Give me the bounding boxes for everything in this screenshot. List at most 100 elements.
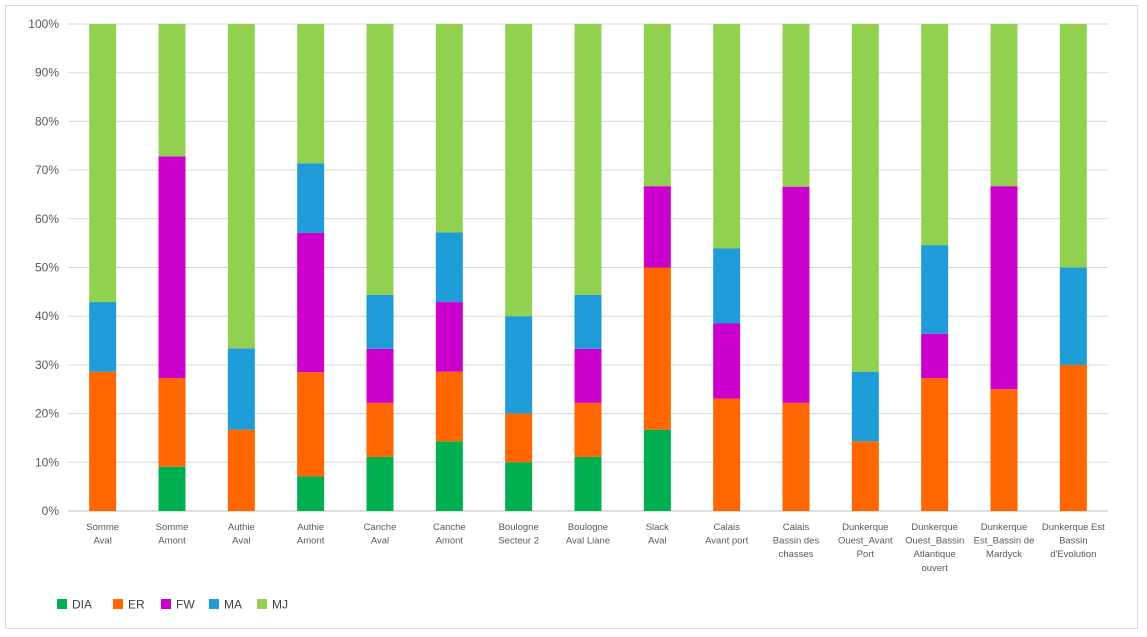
chart-frame (5, 5, 1138, 629)
legend: DIA ER FW MA MJ (57, 598, 288, 612)
y-tick-label: 50% (35, 261, 59, 275)
bar-segment-dia (297, 476, 325, 511)
bar-segment-fw (297, 232, 325, 373)
bar-segment-mj (782, 24, 810, 187)
x-category-label: Dunkerque Est_Bassin de Mardyck (974, 522, 1035, 560)
y-tick-label: 10% (35, 455, 59, 469)
bar-segment-er (713, 398, 741, 511)
y-tick-label: 100% (28, 17, 59, 31)
legend-label: MA (224, 598, 242, 612)
legend-swatch-mj (257, 599, 267, 609)
y-tick-label: 30% (35, 358, 59, 372)
bar-segment-mj (89, 24, 117, 303)
x-category-label: Slack Aval (646, 522, 669, 547)
bar-segment-ma (505, 316, 533, 414)
bar-segment-er (505, 413, 533, 463)
bar-segment-fw (435, 302, 463, 372)
x-category-label: Calais Avant port (705, 522, 748, 547)
bar-segment-ma (851, 371, 879, 442)
x-category-label: Somme Amont (156, 522, 189, 547)
bar-segment-ma (227, 348, 255, 430)
bar-segment-fw (990, 186, 1018, 390)
bar-segment-dia (366, 456, 394, 511)
bar-segment-dia (158, 466, 186, 511)
x-category-label: Authie Aval (228, 522, 255, 547)
y-tick-label: 20% (35, 407, 59, 421)
y-tick-label: 40% (35, 309, 59, 323)
y-axis-ticks: 0% 10% 20% 30% 40% 50% 60% 70% 80% 90% 100% (28, 17, 59, 518)
legend-swatch-ma (209, 599, 219, 609)
y-tick-label: 70% (35, 163, 59, 177)
bar-segment-ma (921, 245, 949, 334)
bar-segment-er (921, 378, 949, 511)
x-axis-categories: Somme Aval Somme Amont Authie Aval Authie Amont… (86, 522, 1105, 574)
bar-segment-mj (366, 24, 394, 295)
bar-segment-er (366, 402, 394, 457)
bar-segment-er (643, 267, 671, 430)
x-category-label: Canche Amont (433, 522, 466, 547)
x-category-label: Calais Bassin des chasses (773, 522, 820, 560)
legend-label: ER (128, 598, 145, 612)
x-category-label: Somme Aval (86, 522, 119, 547)
x-category-label: Canche Aval (364, 522, 397, 547)
x-category-label: Boulogne Aval Liane (566, 522, 610, 547)
bar-segment-ma (89, 302, 117, 372)
bar-segment-fw (782, 186, 810, 403)
bar-segment-ma (574, 294, 602, 349)
bar-segment-mj (227, 24, 255, 349)
y-tick-label: 90% (35, 66, 59, 80)
x-category-label: Dunkerque Ouest_Avant Port (838, 522, 893, 560)
legend-swatch-dia (57, 599, 67, 609)
bar-segment-er (990, 389, 1018, 511)
y-tick-label: 60% (35, 212, 59, 226)
bar-segment-ma (435, 232, 463, 303)
bar-segment-ma (297, 163, 325, 233)
bar-segment-fw (158, 156, 186, 379)
bars (89, 24, 1087, 511)
bar-segment-fw (921, 333, 949, 379)
legend-label: DIA (72, 598, 92, 612)
bar-segment-mj (713, 24, 741, 249)
x-category-label: Boulogne Secteur 2 (498, 522, 539, 547)
bar-segment-mj (505, 24, 533, 317)
bar-segment-mj (921, 24, 949, 246)
bar-segment-mj (643, 24, 671, 187)
bar-segment-dia (435, 441, 463, 511)
bar-segment-ma (366, 294, 394, 349)
bar-segment-er (435, 371, 463, 442)
bar-segment-mj (990, 24, 1018, 187)
bar-segment-ma (713, 248, 741, 324)
x-category-label: Dunkerque Est Bassin d'Evolution (1042, 522, 1105, 560)
bar-segment-er (851, 441, 879, 511)
bar-segment-er (227, 429, 255, 511)
bar-segment-dia (574, 456, 602, 511)
bar-segment-dia (505, 462, 533, 511)
bar-segment-ma (1059, 267, 1087, 365)
bar-segment-er (574, 402, 602, 457)
bar-segment-er (297, 372, 325, 477)
bar-segment-mj (851, 24, 879, 372)
bar-segment-fw (366, 348, 394, 403)
bar-segment-fw (574, 348, 602, 403)
y-tick-label: 80% (35, 114, 59, 128)
x-category-label: Dunkerque Ouest_Bassin Atlantique ouvert (905, 522, 964, 574)
legend-label: FW (176, 598, 195, 612)
bar-segment-er (1059, 364, 1087, 511)
bar-segment-er (158, 378, 186, 467)
x-category-label: Authie Amont (297, 522, 325, 547)
y-tick-label: 0% (42, 504, 60, 518)
bar-segment-mj (574, 24, 602, 295)
bar-segment-er (89, 371, 117, 511)
bar-segment-mj (1059, 24, 1087, 268)
bar-segment-mj (297, 24, 325, 164)
bar-segment-fw (643, 186, 671, 268)
bar-segment-fw (713, 323, 741, 399)
bar-segment-er (782, 402, 810, 511)
legend-label: MJ (272, 598, 288, 612)
bar-segment-dia (643, 429, 671, 511)
legend-swatch-fw (161, 599, 171, 609)
legend-swatch-er (113, 599, 123, 609)
bar-segment-mj (158, 24, 186, 157)
bar-segment-mj (435, 24, 463, 233)
